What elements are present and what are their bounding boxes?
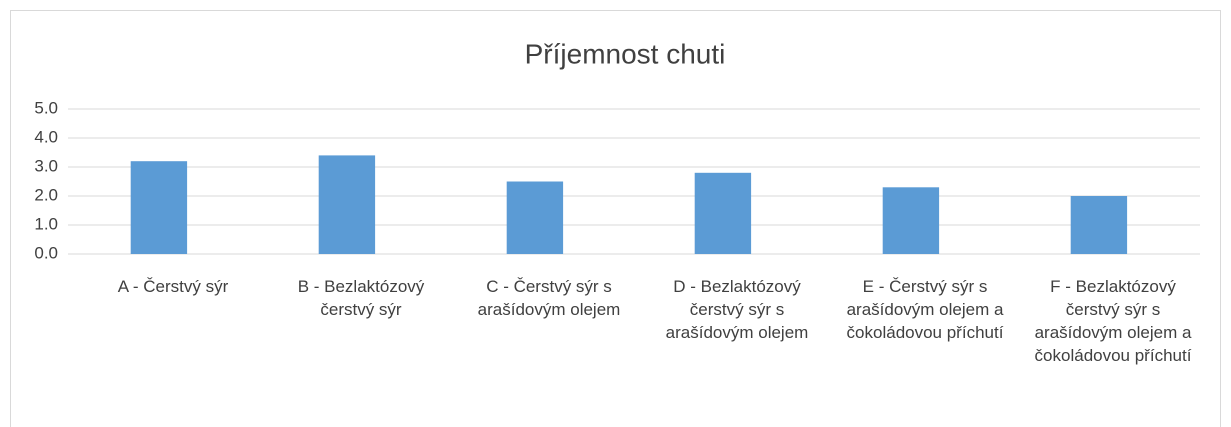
bar [506, 181, 564, 254]
bar [694, 172, 752, 254]
bar [1070, 196, 1128, 254]
bar [882, 187, 940, 254]
chart-title: Příjemnost chuti [525, 38, 726, 69]
y-tick-label: 2.0 [34, 185, 58, 204]
y-tick-label: 4.0 [34, 127, 58, 146]
x-tick-label: A - Čerstvý sýr [118, 277, 229, 296]
chart-border [10, 10, 1221, 427]
x-tick-label: C - Čerstvý sýr s arašídovým olejem [478, 277, 621, 319]
y-tick-label: 0.0 [34, 243, 58, 262]
x-tick-label: D - Bezlaktózový čerstvý sýr s arašídovým … [666, 277, 809, 342]
y-tick-label: 1.0 [34, 214, 58, 233]
x-tick-label: F - Bezlaktózový čerstvý sýr s arašídovým … [1035, 277, 1192, 365]
bar [130, 161, 188, 254]
y-tick-label: 3.0 [34, 156, 58, 175]
x-tick-label: E - Čerstvý sýr s arašídovým olejem a čoko… [847, 277, 1004, 342]
x-tick-label: B - Bezlaktózový čerstvý sýr [298, 277, 425, 319]
y-tick-label: 5.0 [34, 98, 58, 117]
bar [318, 155, 376, 254]
